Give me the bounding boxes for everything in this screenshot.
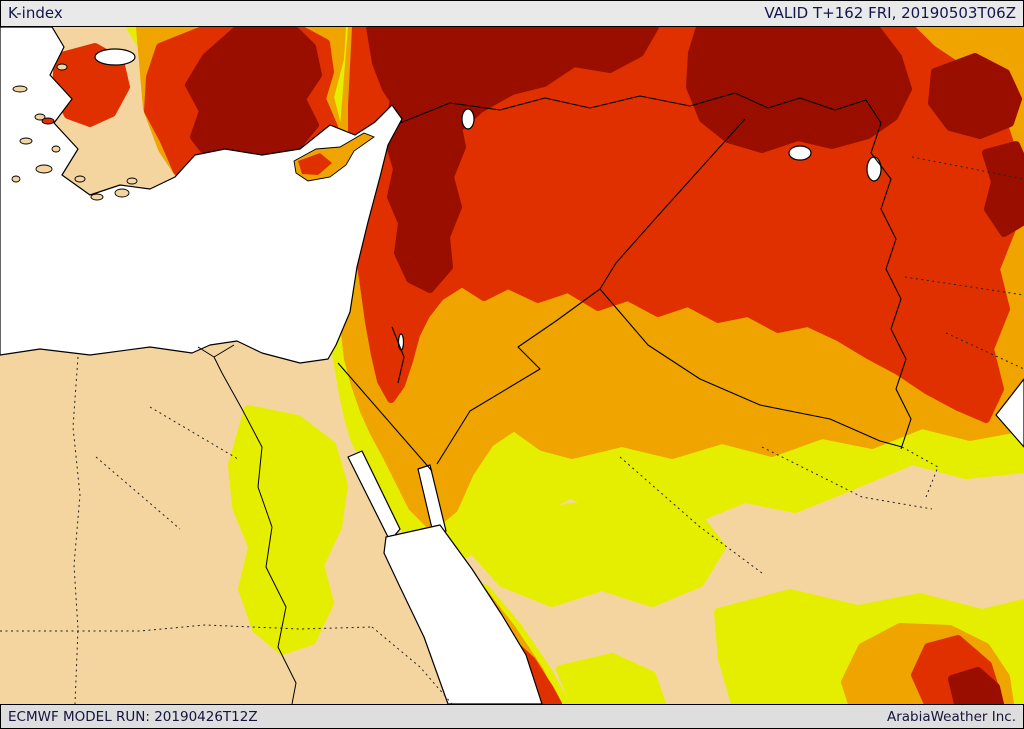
- aegean-island: [74, 175, 86, 183]
- sea-of-marmara: [94, 48, 136, 66]
- lake-van: [788, 145, 812, 161]
- header-bar: K-index VALID T+162 FRI, 20190503T06Z: [0, 0, 1024, 27]
- aegean-island: [35, 164, 53, 174]
- border-egypt-sudan: [0, 624, 373, 632]
- aegean-island: [56, 63, 68, 71]
- sea-group: [0, 27, 1024, 704]
- border-israel-jordan: [391, 326, 405, 384]
- model-run-label: ECMWF MODEL RUN: 20190426T12Z: [8, 708, 258, 725]
- aegean-island: [11, 175, 21, 183]
- moderate-south-center: [556, 653, 666, 704]
- mediterranean-sea: [0, 27, 403, 364]
- border-jordan-saudi-zigzag: [436, 288, 601, 465]
- border-iran-admin-3: [945, 332, 1024, 370]
- lake-urmia: [866, 156, 882, 182]
- nile-river: [213, 356, 297, 704]
- border-sudan-coast: [371, 626, 453, 704]
- border-saudi-admin-1: [619, 456, 763, 574]
- valid-time-label: VALID T+162 FRI, 20190503T06Z: [764, 4, 1016, 22]
- aegean-island: [19, 137, 33, 145]
- gulf-of-suez: [347, 450, 401, 542]
- lake-tuz: [461, 108, 475, 130]
- extreme-east-anatolia: [686, 27, 912, 153]
- kindex-map-svg: [0, 27, 1024, 704]
- country-borders-dotted: [0, 156, 1024, 704]
- aegean-island: [34, 113, 46, 121]
- border-iraq-saudi: [599, 288, 903, 448]
- border-egypt-admin-1: [149, 406, 239, 460]
- map-area: [0, 27, 1024, 704]
- aegean-island: [51, 145, 61, 153]
- rhodes-island: [126, 177, 138, 185]
- border-turkey-syria-iraq-iran: [399, 92, 912, 450]
- extreme-west-syria-lobe: [384, 87, 466, 293]
- rivers-group: [197, 344, 297, 704]
- footer-bar: ECMWF MODEL RUN: 20190426T12Z ArabiaWeat…: [0, 704, 1024, 728]
- gulf-of-aqaba: [417, 464, 447, 538]
- extreme-northeast-spot: [928, 53, 1022, 139]
- aegean-islands: [11, 63, 138, 201]
- contour-extreme-group: [185, 27, 1024, 704]
- aegean-island: [114, 188, 130, 198]
- islands-group: [11, 63, 375, 201]
- red-sea: [383, 524, 543, 704]
- border-saudi-admin-2: [761, 446, 933, 510]
- nile-delta-east: [213, 344, 235, 358]
- nile-delta-west: [197, 346, 215, 358]
- border-iran-admin-2: [904, 276, 1024, 296]
- cyprus-west-veryhigh: [298, 153, 332, 175]
- extreme-southeast-corner-spot: [948, 667, 1004, 704]
- border-egypt-israel-sinai: [337, 362, 433, 472]
- country-borders-solid: [337, 92, 912, 472]
- map-title: K-index: [8, 4, 63, 22]
- brand-label: ArabiaWeather Inc.: [886, 708, 1016, 725]
- moderate-egypt-east-band: [228, 405, 348, 655]
- border-egypt-admin-2: [95, 456, 181, 530]
- border-iran-admin-1: [911, 156, 1024, 180]
- aegean-island: [12, 85, 28, 93]
- border-syria-iraq: [599, 118, 746, 290]
- persian-gulf-sliver: [995, 378, 1024, 448]
- lesbos-island-veryhigh: [41, 117, 55, 125]
- extreme-east-edge-spot: [982, 141, 1024, 237]
- aegean-island: [90, 193, 104, 201]
- moderate-saudi-center: [466, 491, 726, 607]
- dead-sea: [397, 333, 405, 351]
